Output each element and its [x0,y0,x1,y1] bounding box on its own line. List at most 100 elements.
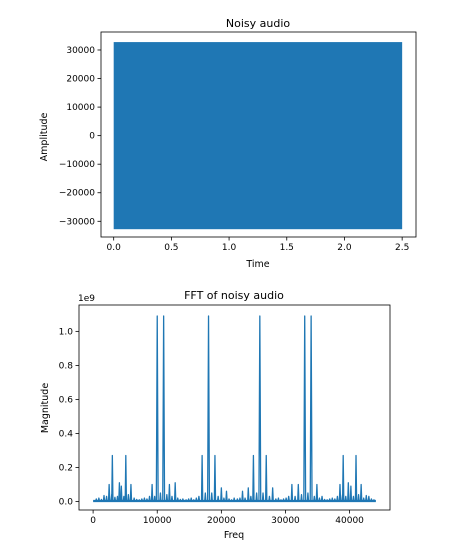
spectrum-peak [153,495,156,502]
x-axis: 0.0 0.5 1.0 1.5 2.0 2.5 [107,237,409,253]
spectrum-peak [105,495,108,502]
spectrum-peak [127,494,130,502]
axes-frame [100,31,417,238]
spectrum-peak [357,494,360,502]
y-tick-label: 20000 [66,75,95,85]
spectrum-peak [252,454,255,501]
spectrum-peak [333,498,337,502]
spectrum-peak [331,497,334,502]
spectrum-peak [120,485,123,502]
spectrum-peak [204,492,207,502]
x-tick-label: 20000 [207,516,236,526]
waveform-envelope [113,42,403,230]
spectrum-peak [206,315,211,501]
spectrum-peak [124,454,128,501]
x-axis: 0 10000 20000 30000 40000 [90,510,364,526]
spectrum-peak [187,498,190,502]
x-tick-label: 10000 [143,516,172,526]
spectrum-peak [362,497,365,502]
spectrum-peak [184,499,188,502]
axes-frame [78,304,391,511]
chart-noisy-audio: Noisy audio 0.0 0.5 1.0 1.5 2.0 2.5 30000 2000… [39,17,417,270]
spectrum-peak [349,485,353,502]
y-axis: 30000 20000 10000 0 −10000 −20000 −30000 [59,46,101,227]
spectrum-peak [241,490,244,502]
spectrum-peak [282,498,285,502]
spectrum-peak [297,483,300,502]
spectrum-peak [325,499,329,502]
spectrum-peak [303,315,307,501]
spectrum-peak [100,498,103,502]
spectrum-peak [170,495,174,502]
x-tick-label: 0.0 [107,243,122,253]
spectrum-peak [102,494,106,502]
spectrum-peak [268,495,271,502]
spectrum-peak [247,487,250,502]
spectrum-peak [238,497,242,502]
spectrum-peak [143,497,146,502]
spectrum-peak [138,499,141,502]
plot-area [93,315,376,503]
spectrum-peak [195,497,198,502]
x-tick-label: 30000 [271,516,300,526]
spectrum-peak [168,483,171,502]
y-tick-label: 30000 [66,46,95,56]
spectrum-peak [192,499,195,502]
spectrum-peak [189,497,193,502]
spectrum-peak [271,487,274,502]
spectrum-peak [352,495,355,502]
spectrum-peak [336,495,339,502]
chart-fft-noisy-audio: FFT of noisy audio 1e9 0 10000 20000 30000 4… [40,289,391,541]
y-tick-label: 0.4 [59,429,74,439]
spectrum-peak [145,498,149,502]
y-axis-label: Amplitude [39,113,50,162]
spectrum-peak [315,483,319,502]
spectrum-peak [370,498,373,502]
spectrum-peak [213,454,217,501]
x-tick-label: 1.0 [222,243,237,253]
spectrum-peak [354,454,358,501]
chart-title: FFT of noisy audio [184,289,284,302]
spectrum-peak [200,454,204,501]
spectrum-peak [159,492,162,502]
spectrum-peak [277,497,280,502]
spectrum-peak [118,482,121,502]
y-tick-label: −20000 [59,189,95,199]
x-tick-label: 40000 [335,516,364,526]
y-axis-label: Magnitude [40,383,51,433]
y-scale-label: 1e9 [78,294,95,304]
chart-title: Noisy audio [226,17,291,30]
spectrum-peak [220,487,223,502]
spectrum-peak [249,495,253,502]
spectrum-peak [328,498,331,502]
spectrum-peak [197,495,201,502]
spectrum-peak [162,315,166,501]
spectrum-peak [210,492,213,502]
spectrum-peak [155,315,159,501]
spectrum-peak [309,315,313,501]
spectrum-peak [318,497,321,502]
plot-area [113,42,403,230]
spectrum-peak [129,483,133,502]
spectrum-peak [179,498,182,502]
spectrum-peak [344,495,347,502]
spectrum-peak [255,492,258,502]
spectrum-peak [367,495,371,502]
spectrum-peak [341,454,345,501]
spectrum-peak [140,498,144,502]
spectrum-peak [290,483,294,502]
spectrum-peak [306,492,310,502]
spectrum-peak [97,497,101,502]
spectrum-peak [284,497,288,502]
spectrum-peak [173,482,177,502]
spectrum-peak [176,497,179,502]
spectrum-peak [148,495,151,502]
spectrum-peak [338,483,342,502]
spectrum-peak [111,454,114,501]
spectrum-peak [95,498,98,502]
x-tick-label: 1.5 [280,243,294,253]
y-tick-label: 10000 [66,103,95,113]
spectrum-peak [113,496,117,502]
spectrum-peak [258,315,262,501]
spectrum-peak [293,495,297,502]
